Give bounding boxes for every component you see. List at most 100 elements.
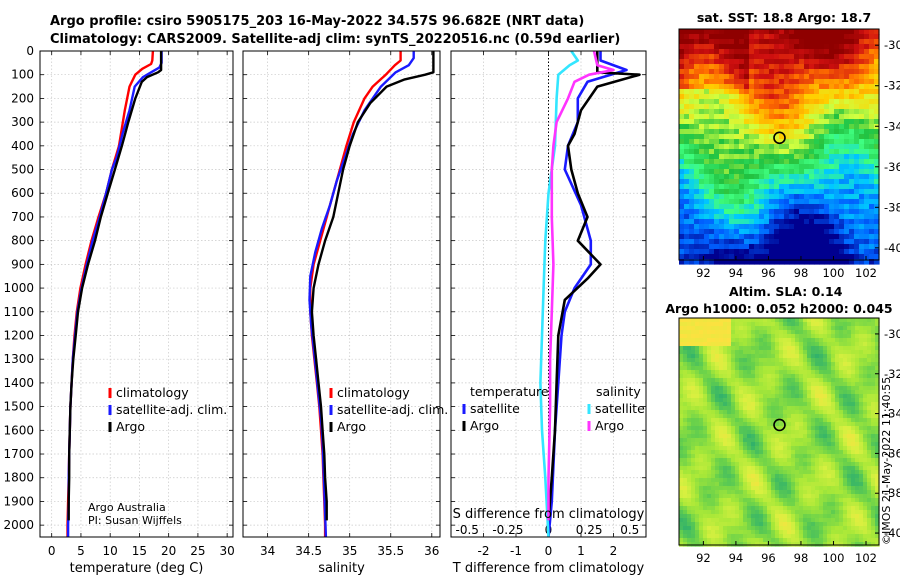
sla-cell bbox=[867, 362, 872, 367]
sla-cell bbox=[751, 490, 756, 495]
sla-cell bbox=[719, 430, 724, 435]
sla-cell bbox=[807, 346, 812, 351]
sst-cell bbox=[824, 44, 830, 50]
sla-cell bbox=[803, 390, 808, 395]
sst-cell bbox=[794, 194, 800, 200]
sst-cell bbox=[784, 194, 790, 200]
sla-cell bbox=[723, 386, 728, 391]
sla-cell bbox=[819, 446, 824, 451]
sst-cell bbox=[859, 74, 865, 80]
sst-cell bbox=[834, 179, 840, 185]
sla-cell bbox=[723, 514, 728, 519]
sst-cell bbox=[844, 229, 850, 235]
sst-cell bbox=[874, 254, 880, 260]
sla-cell bbox=[799, 494, 804, 499]
sst-cell bbox=[874, 44, 880, 50]
sst-cell bbox=[874, 64, 880, 70]
sla-cell bbox=[691, 366, 696, 371]
sst-cell bbox=[794, 234, 800, 240]
sst-cell bbox=[769, 219, 775, 225]
sla-cell bbox=[707, 350, 712, 355]
sla-cell bbox=[691, 378, 696, 383]
sla-cell bbox=[747, 382, 752, 387]
sla-cell bbox=[835, 390, 840, 395]
sst-cell bbox=[794, 219, 800, 225]
sla-cell bbox=[691, 370, 696, 375]
sla-cell bbox=[835, 466, 840, 471]
sst-cell bbox=[764, 154, 770, 160]
sla-cell bbox=[763, 498, 768, 503]
sla-cell bbox=[755, 362, 760, 367]
sla-cell bbox=[839, 534, 844, 539]
sst-cell bbox=[839, 244, 845, 250]
sst-cell bbox=[869, 159, 875, 165]
sla-cell bbox=[791, 454, 796, 459]
sst-cell bbox=[759, 144, 765, 150]
sst-cell bbox=[854, 214, 860, 220]
sla-cell bbox=[863, 430, 868, 435]
sla-cell bbox=[703, 470, 708, 475]
sst-cell bbox=[784, 164, 790, 170]
sst-cell bbox=[839, 104, 845, 110]
sla-cell bbox=[755, 490, 760, 495]
sst-cell bbox=[759, 154, 765, 160]
sla-cell bbox=[763, 330, 768, 335]
sst-cell bbox=[869, 249, 875, 255]
sst-cell bbox=[804, 99, 810, 105]
sla-cell bbox=[831, 362, 836, 367]
sla-cell bbox=[815, 354, 820, 359]
sla-cell bbox=[751, 354, 756, 359]
sst-cell bbox=[844, 99, 850, 105]
sst-cell bbox=[704, 79, 710, 85]
sla-cell bbox=[867, 494, 872, 499]
sst-cell bbox=[744, 104, 750, 110]
sla-cell bbox=[847, 334, 852, 339]
sst-cell bbox=[739, 239, 745, 245]
sla-cell bbox=[715, 366, 720, 371]
sst-cell bbox=[814, 39, 820, 45]
sst-cell bbox=[824, 64, 830, 70]
temperature-x-axis-label: temperature (deg C) bbox=[70, 561, 204, 576]
sla-cell bbox=[775, 534, 780, 539]
sst-cell bbox=[859, 69, 865, 75]
sla-cell bbox=[823, 346, 828, 351]
sla-cell bbox=[759, 454, 764, 459]
sst-cell bbox=[689, 169, 695, 175]
sla-cell bbox=[755, 442, 760, 447]
sst-cell bbox=[734, 244, 740, 250]
sla-cell bbox=[763, 470, 768, 475]
sla-cell bbox=[727, 406, 732, 411]
sst-cell bbox=[799, 109, 805, 115]
sst-cell bbox=[864, 244, 870, 250]
sla-cell bbox=[855, 506, 860, 511]
sla-cell bbox=[711, 354, 716, 359]
sst-cell bbox=[739, 44, 745, 50]
sla-cell bbox=[751, 374, 756, 379]
sst-cell bbox=[774, 259, 780, 265]
sla-cell bbox=[755, 430, 760, 435]
sst-cell bbox=[719, 84, 725, 90]
sst-cell bbox=[864, 234, 870, 240]
sla-cell bbox=[867, 346, 872, 351]
sst-cell bbox=[784, 229, 790, 235]
sla-cell bbox=[711, 330, 716, 335]
sst-cell bbox=[704, 119, 710, 125]
sst-cell bbox=[794, 64, 800, 70]
sla-cell bbox=[711, 498, 716, 503]
sst-cell bbox=[694, 259, 700, 265]
sla-cell bbox=[839, 482, 844, 487]
sst-cell bbox=[784, 69, 790, 75]
sla-cell bbox=[759, 446, 764, 451]
sst-cell bbox=[844, 109, 850, 115]
sla-cell bbox=[735, 470, 740, 475]
sla-cell bbox=[759, 510, 764, 515]
sla-cell bbox=[715, 374, 720, 379]
sla-cell bbox=[819, 434, 824, 439]
sla-cell bbox=[711, 370, 716, 375]
sst-cell bbox=[719, 164, 725, 170]
sst-cell bbox=[824, 199, 830, 205]
sst-cell bbox=[684, 159, 690, 165]
sla-cell bbox=[759, 478, 764, 483]
sla-cell bbox=[871, 502, 876, 507]
sst-cell bbox=[734, 114, 740, 120]
